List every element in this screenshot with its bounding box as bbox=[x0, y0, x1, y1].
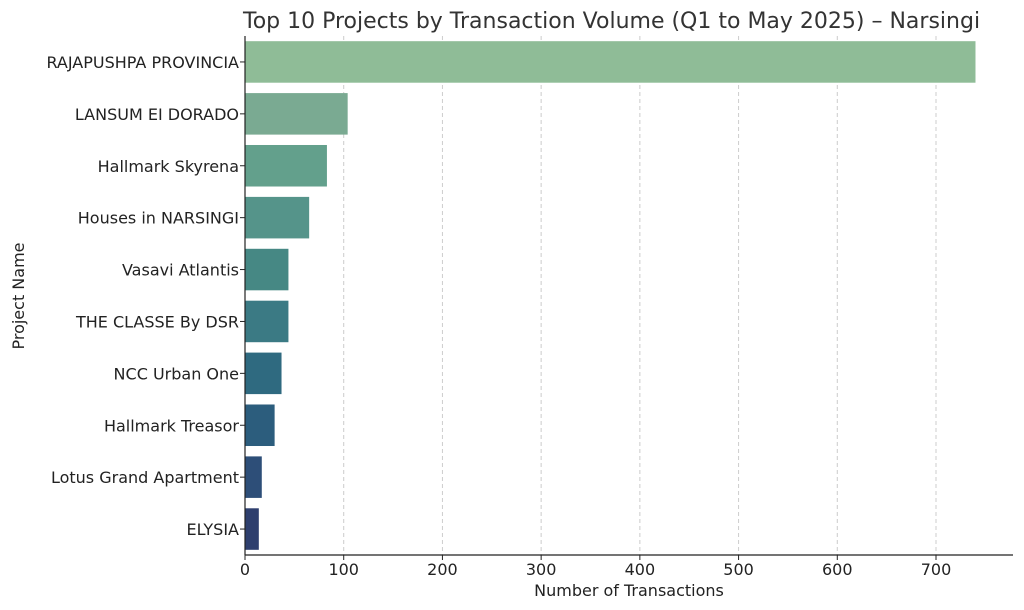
y-axis-label: Project Name bbox=[9, 242, 28, 349]
category-label-7: NCC Urban One bbox=[114, 364, 239, 383]
bar-8 bbox=[245, 404, 275, 447]
category-label-6: THE CLASSE By DSR bbox=[75, 312, 239, 331]
x-tick-label-200: 200 bbox=[427, 560, 458, 579]
x-tick-label-700: 700 bbox=[921, 560, 952, 579]
x-tick-label-400: 400 bbox=[625, 560, 656, 579]
bar-6 bbox=[245, 300, 289, 343]
bar-1 bbox=[245, 41, 976, 83]
category-label-2: LANSUM EI DORADO bbox=[75, 105, 239, 124]
bar-5 bbox=[245, 248, 289, 291]
bar-7 bbox=[245, 352, 282, 395]
category-label-10: ELYSIA bbox=[187, 520, 240, 539]
bar-9 bbox=[245, 456, 262, 498]
category-label-1: RAJAPUSHPA PROVINCIA bbox=[46, 53, 239, 72]
category-label-4: Houses in NARSINGI bbox=[78, 209, 239, 228]
x-tick-label-300: 300 bbox=[526, 560, 557, 579]
x-tick-label-500: 500 bbox=[723, 560, 754, 579]
category-labels: RAJAPUSHPA PROVINCIA LANSUM EI DORADO Hall… bbox=[46, 53, 245, 539]
x-tick-label-100: 100 bbox=[328, 560, 359, 579]
bars bbox=[245, 41, 976, 550]
category-label-5: Vasavi Atlantis bbox=[122, 261, 239, 280]
x-tick-labels: 0 100 200 300 400 500 600 700 bbox=[240, 555, 951, 579]
bar-3 bbox=[245, 144, 327, 187]
chart-title: Top 10 Projects by Transaction Volume (Q… bbox=[242, 9, 980, 34]
x-axis-label: Number of Transactions bbox=[534, 581, 724, 600]
x-tick-label-600: 600 bbox=[822, 560, 853, 579]
bar-10 bbox=[245, 508, 259, 550]
x-tick-label-0: 0 bbox=[240, 560, 250, 579]
bar-4 bbox=[245, 196, 310, 239]
category-label-8: Hallmark Treasor bbox=[104, 416, 239, 435]
category-label-3: Hallmark Skyrena bbox=[98, 157, 239, 176]
bar-2 bbox=[245, 93, 348, 135]
grid-lines bbox=[343, 36, 937, 555]
category-label-9: Lotus Grand Apartment bbox=[51, 468, 239, 487]
